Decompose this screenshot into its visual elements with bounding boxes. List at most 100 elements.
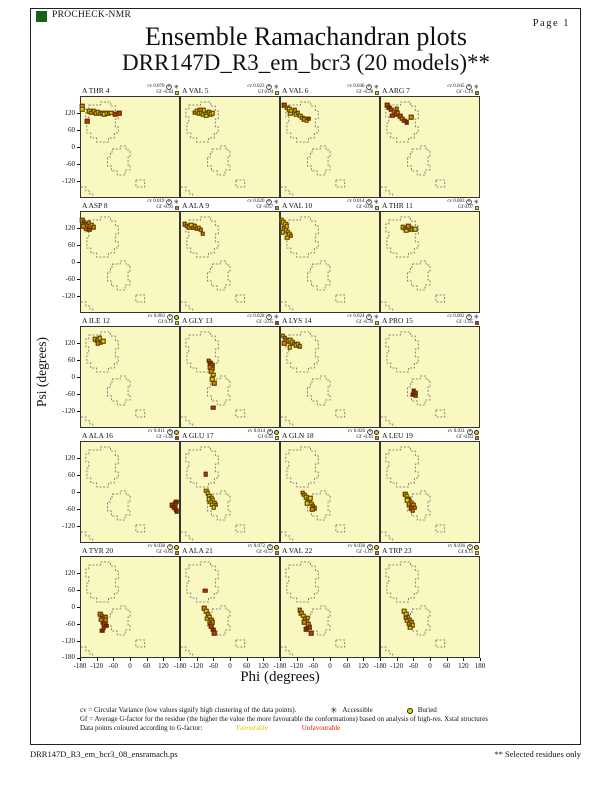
data-point <box>197 107 203 113</box>
x-tick-mark <box>80 658 81 661</box>
y-tick-label: -60 <box>65 274 75 283</box>
x-tick-label: -180 <box>273 662 287 670</box>
procheck-logo-square-icon <box>36 11 47 22</box>
x-tick-label: -60 <box>208 662 218 670</box>
y-tick-mark <box>77 147 80 148</box>
x-tick-mark <box>230 658 231 661</box>
accessible-icon: ✳ <box>473 313 479 321</box>
x-tick-mark <box>380 658 381 661</box>
y-tick-label: -60 <box>65 504 75 513</box>
cv-dial-icon <box>166 199 172 206</box>
buried-icon <box>406 707 413 714</box>
data-point <box>304 500 310 506</box>
data-point <box>101 339 106 344</box>
gf-colour-swatch <box>474 91 479 96</box>
plot-area <box>380 96 480 198</box>
gf-colour-swatch <box>174 321 179 326</box>
gf-value: Gf 0.07 <box>447 205 479 211</box>
plot-area <box>380 211 480 313</box>
y-tick-mark <box>77 658 80 659</box>
y-tick-label: 60 <box>68 355 75 364</box>
y-tick-mark <box>77 262 80 263</box>
y-tick-label: -60 <box>65 389 75 398</box>
residue-label: A ARG 7 <box>382 86 410 95</box>
residue-label: A THR 4 <box>82 86 110 95</box>
gf-colour-swatch <box>274 91 279 96</box>
y-tick-label: 60 <box>68 470 75 479</box>
cv-value: cv 0.070 ✳ <box>147 83 179 91</box>
cv-dial-icon <box>166 84 172 91</box>
x-tick-mark <box>196 658 198 661</box>
favourable-label: Favourable <box>236 724 268 732</box>
gf-value: Gf 0.04 <box>247 90 279 96</box>
favourable-region-outlines <box>181 101 246 197</box>
gf-value: Gf -1.19 <box>447 90 479 96</box>
gf-value: Gf -2.05 <box>247 320 279 326</box>
residue-label: A VAL 10 <box>282 201 313 210</box>
ramachandran-subplot: A ARG 7 cv 0.045 ✳ Gf -1.19 <box>380 83 480 198</box>
residue-label: A VAL 5 <box>182 86 209 95</box>
x-tick-mark <box>413 658 415 661</box>
y-tick-label: -60 <box>65 619 75 628</box>
buried-icon <box>474 544 479 550</box>
page-subtitle: DRR147D_R3_em_bcr3 (20 models)** <box>122 50 490 75</box>
y-tick-label: -120 <box>62 176 75 185</box>
data-point <box>413 393 419 399</box>
plot-area <box>280 556 380 658</box>
plot-area <box>380 326 480 428</box>
x-tick-label: -180 <box>373 662 387 670</box>
x-tick-label: 120 <box>258 662 269 670</box>
x-tick-mark <box>363 658 365 661</box>
y-tick-label: 0 <box>71 487 76 496</box>
gf-colour-swatch <box>374 436 379 441</box>
data-point <box>99 617 104 622</box>
cv-dial-icon <box>266 199 272 206</box>
gf-colour-swatch <box>474 436 479 441</box>
favourable-region-outlines <box>181 331 246 427</box>
gf-colour-swatch <box>474 551 479 556</box>
residue-label: A ILE 12 <box>82 316 110 325</box>
cv-value: cv 0.014 ✳ <box>347 198 379 206</box>
x-tick-label: 120 <box>158 662 169 670</box>
gf-value: Gf -0.08 <box>347 205 379 211</box>
buried-icon <box>274 544 279 550</box>
gf-value: Gf 0.11 <box>448 550 479 556</box>
y-tick-mark <box>77 526 80 527</box>
y-tick-mark <box>77 377 80 378</box>
gf-value: Gf -0.63 <box>148 550 179 556</box>
data-point <box>306 116 312 121</box>
data-point <box>297 344 303 349</box>
favourable-region-outlines <box>81 331 146 427</box>
data-point <box>202 588 208 594</box>
data-point <box>84 119 90 124</box>
plot-area <box>180 556 280 658</box>
y-tick-label: 60 <box>68 240 75 249</box>
x-tick-mark <box>280 658 281 661</box>
y-tick-mark <box>77 394 80 395</box>
cv-value: cv 0.011 <box>148 429 179 436</box>
legend: cv = Circular Variance (low values signi… <box>80 706 488 733</box>
y-tick-mark <box>77 279 80 280</box>
y-tick-label: 120 <box>64 453 76 462</box>
data-point <box>210 372 216 378</box>
plot-area <box>280 326 380 428</box>
ramachandran-subplot: A ALA 21 cv 0.072 Gf -0.57 <box>180 543 280 658</box>
data-point <box>173 499 179 505</box>
x-tick-label: -120 <box>90 662 104 670</box>
favourable-region-outlines <box>381 101 446 197</box>
x-tick-mark <box>163 658 165 661</box>
gf-value: Gf -0.41 <box>348 435 379 441</box>
data-point <box>390 113 395 119</box>
y-tick-label: 120 <box>64 568 76 577</box>
gf-value: Gf -0.57 <box>248 550 279 556</box>
cv-value: cv 0.072 <box>248 544 279 551</box>
y-tick-mark <box>77 458 80 459</box>
data-point <box>408 625 413 631</box>
residue-label: A LYS 14 <box>282 316 312 325</box>
ramachandran-subplot: A THR 11 cv 0.003 ✳ Gf 0.07 <box>380 198 480 313</box>
gf-colour-swatch <box>474 321 479 326</box>
x-tick-label: -120 <box>190 662 204 670</box>
plot-area <box>180 96 280 198</box>
y-tick-mark <box>77 509 80 510</box>
y-tick-label: 0 <box>71 257 76 266</box>
